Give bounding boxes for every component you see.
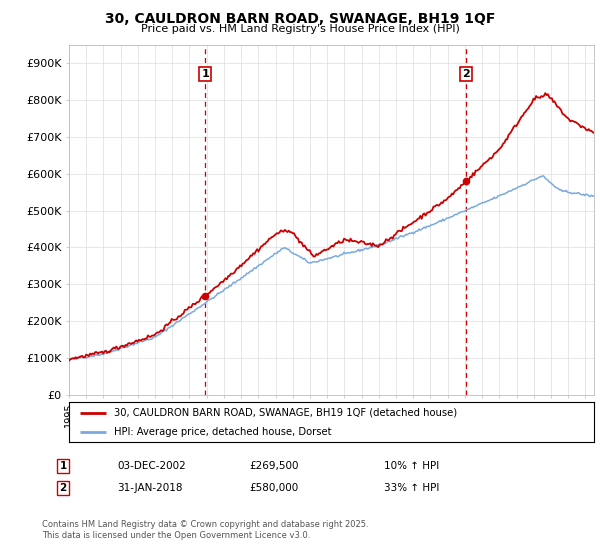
Text: 1: 1 [59,461,67,471]
Text: 2: 2 [59,483,67,493]
Text: 10% ↑ HPI: 10% ↑ HPI [384,461,439,471]
Text: Price paid vs. HM Land Registry's House Price Index (HPI): Price paid vs. HM Land Registry's House … [140,24,460,34]
Text: 30, CAULDRON BARN ROAD, SWANAGE, BH19 1QF (detached house): 30, CAULDRON BARN ROAD, SWANAGE, BH19 1Q… [113,408,457,418]
Text: HPI: Average price, detached house, Dorset: HPI: Average price, detached house, Dors… [113,427,331,436]
Text: Contains HM Land Registry data © Crown copyright and database right 2025.
This d: Contains HM Land Registry data © Crown c… [42,520,368,540]
Text: 31-JAN-2018: 31-JAN-2018 [117,483,182,493]
Text: 1: 1 [202,69,209,80]
Text: 2: 2 [463,69,470,80]
Text: 03-DEC-2002: 03-DEC-2002 [117,461,186,471]
Text: 33% ↑ HPI: 33% ↑ HPI [384,483,439,493]
Text: £580,000: £580,000 [249,483,298,493]
Text: 30, CAULDRON BARN ROAD, SWANAGE, BH19 1QF: 30, CAULDRON BARN ROAD, SWANAGE, BH19 1Q… [105,12,495,26]
Text: £269,500: £269,500 [249,461,299,471]
